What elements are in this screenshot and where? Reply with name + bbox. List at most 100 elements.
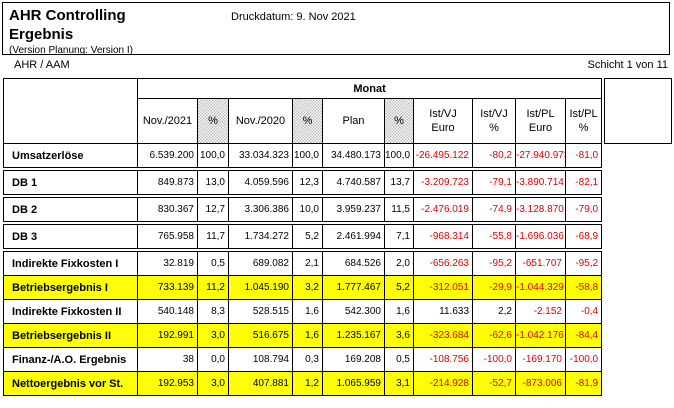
report-header-box: AHR Controlling Ergebnis (Version Planun… <box>2 2 670 56</box>
cell-value: -26.495.122 <box>413 143 473 168</box>
col-header-ist-vj-pct: Ist/VJ % <box>472 98 516 144</box>
cell-value: 3,1 <box>384 371 414 396</box>
col-header-ist-pl-pct: Ist/PL % <box>564 98 603 144</box>
col-header-nov2020: Nov./2020 <box>228 98 293 144</box>
cell-value: 540.148 <box>137 299 198 324</box>
cell-value: -3.128.870 <box>515 197 566 222</box>
table-row: Indirekte Fixkosten II 540.148 8,3 528.5… <box>3 299 672 324</box>
cell-value: -2.476.019 <box>413 197 473 222</box>
print-date: Druckdatum: 9. Nov 2021 <box>231 11 356 23</box>
col-header-pct-1: % <box>197 98 229 144</box>
cell-value: 2,1 <box>292 251 323 276</box>
cell-value: 689.082 <box>228 251 293 276</box>
cell-value: 34.480.173 <box>322 143 385 168</box>
cell-value: -79,1 <box>472 170 516 195</box>
empty-header-box <box>604 78 673 144</box>
cell-value: 5,2 <box>384 275 414 300</box>
cell-value: -80,2 <box>472 143 516 168</box>
table-row: Betriebsergebnis II 192.991 3,0 516.675 … <box>3 323 672 348</box>
cell-value: -323.684 <box>413 323 473 348</box>
cell-value: -74,9 <box>472 197 516 222</box>
cell-value: -27.940.973 <box>515 143 566 168</box>
cell-value: 8,3 <box>197 299 229 324</box>
cell-value: 10,0 <box>292 197 323 222</box>
cell-value: -81,0 <box>564 143 603 168</box>
column-header-row: Nov./2021 % Nov./2020 % Plan % Ist/VJ Eu… <box>4 98 672 144</box>
cell-value: 3,0 <box>197 323 229 348</box>
meta-row: AHR / AAM Schicht 1 von 11 <box>2 59 670 71</box>
void-column-cell <box>604 251 672 276</box>
gap-column-cell <box>601 347 605 372</box>
col-header-pct-2: % <box>292 98 323 144</box>
gap-column-cell <box>601 323 605 348</box>
cell-value: 407.881 <box>228 371 293 396</box>
cell-value: 0,5 <box>384 347 414 372</box>
cell-value: 1,6 <box>292 323 323 348</box>
table-row: DB 2 830.367 12,7 3.306.386 10,0 3.959.2… <box>3 197 672 222</box>
cell-value: 2,0 <box>384 251 414 276</box>
cell-value: 733.139 <box>137 275 198 300</box>
gap-column-cell <box>601 275 605 300</box>
cell-value: 192.991 <box>137 323 198 348</box>
cell-value: 1.045.190 <box>228 275 293 300</box>
cell-value: -68,9 <box>564 224 603 249</box>
row-label: DB 2 <box>3 197 138 222</box>
cell-value: 13,0 <box>197 170 229 195</box>
page-indicator: Schicht 1 von 11 <box>587 59 668 71</box>
cell-value: -651.707 <box>515 251 566 276</box>
cell-value: 684.526 <box>322 251 385 276</box>
cell-value: -62,6 <box>472 323 516 348</box>
cell-value: 11.633 <box>413 299 473 324</box>
cell-value: -3.209.723 <box>413 170 473 195</box>
cell-value: -1.042.176 <box>515 323 566 348</box>
table-row: Umsatzerlöse 6.539.200 100,0 33.034.323 … <box>3 143 672 168</box>
row-label: Umsatzerlöse <box>3 143 138 168</box>
cell-value: 11,5 <box>384 197 414 222</box>
cell-value: 3.959.237 <box>322 197 385 222</box>
void-column-cell <box>604 170 672 195</box>
cell-value: -55,8 <box>472 224 516 249</box>
cell-value: -312.051 <box>413 275 473 300</box>
cell-value: 1.235.167 <box>322 323 385 348</box>
row-label: Nettoergebnis vor St. <box>3 371 138 396</box>
gap-column-cell <box>601 170 605 195</box>
row-label: Betriebsergebnis II <box>3 323 138 348</box>
gap-column-cell <box>601 143 605 168</box>
cell-value: 6.539.200 <box>137 143 198 168</box>
gap-column-cell <box>601 299 605 324</box>
cell-value: 4.059.596 <box>228 170 293 195</box>
cell-value: 33.034.323 <box>228 143 293 168</box>
void-column-cell <box>604 197 672 222</box>
void-column-cell <box>604 224 672 249</box>
cell-value: -1.696.036 <box>515 224 566 249</box>
col-header-nov2021: Nov./2021 <box>137 98 198 144</box>
void-column-cell <box>604 323 672 348</box>
cell-value: -95,2 <box>472 251 516 276</box>
cell-value: 1.065.959 <box>322 371 385 396</box>
cell-value: -1.044.329 <box>515 275 566 300</box>
col-header-plan: Plan <box>322 98 385 144</box>
cell-value: -656.263 <box>413 251 473 276</box>
cell-value: -169.170 <box>515 347 566 372</box>
cell-value: -95,2 <box>564 251 603 276</box>
void-column-cell <box>604 347 672 372</box>
cell-value: -968.314 <box>413 224 473 249</box>
table-row: Indirekte Fixkosten I 32.819 0,5 689.082… <box>3 251 672 276</box>
cell-value: 100,0 <box>292 143 323 168</box>
row-label: Indirekte Fixkosten II <box>3 299 138 324</box>
cell-value: -873.006 <box>515 371 566 396</box>
row-label: Indirekte Fixkosten I <box>3 251 138 276</box>
cell-value: -81,9 <box>564 371 603 396</box>
row-label: Finanz-/A.O. Ergebnis <box>3 347 138 372</box>
gap-column-cell <box>601 197 605 222</box>
cell-value: 11,2 <box>197 275 229 300</box>
cell-value: -108.756 <box>413 347 473 372</box>
group-header-monat: Monat <box>136 78 603 99</box>
cell-value: 1,6 <box>292 299 323 324</box>
cell-value: -100,0 <box>472 347 516 372</box>
cell-value: -29,9 <box>472 275 516 300</box>
cell-value: 2,2 <box>472 299 516 324</box>
cell-value: 3,2 <box>292 275 323 300</box>
cell-value: 4.740.587 <box>322 170 385 195</box>
table-row: DB 1 849.873 13,0 4.059.596 12,3 4.740.5… <box>3 170 672 195</box>
